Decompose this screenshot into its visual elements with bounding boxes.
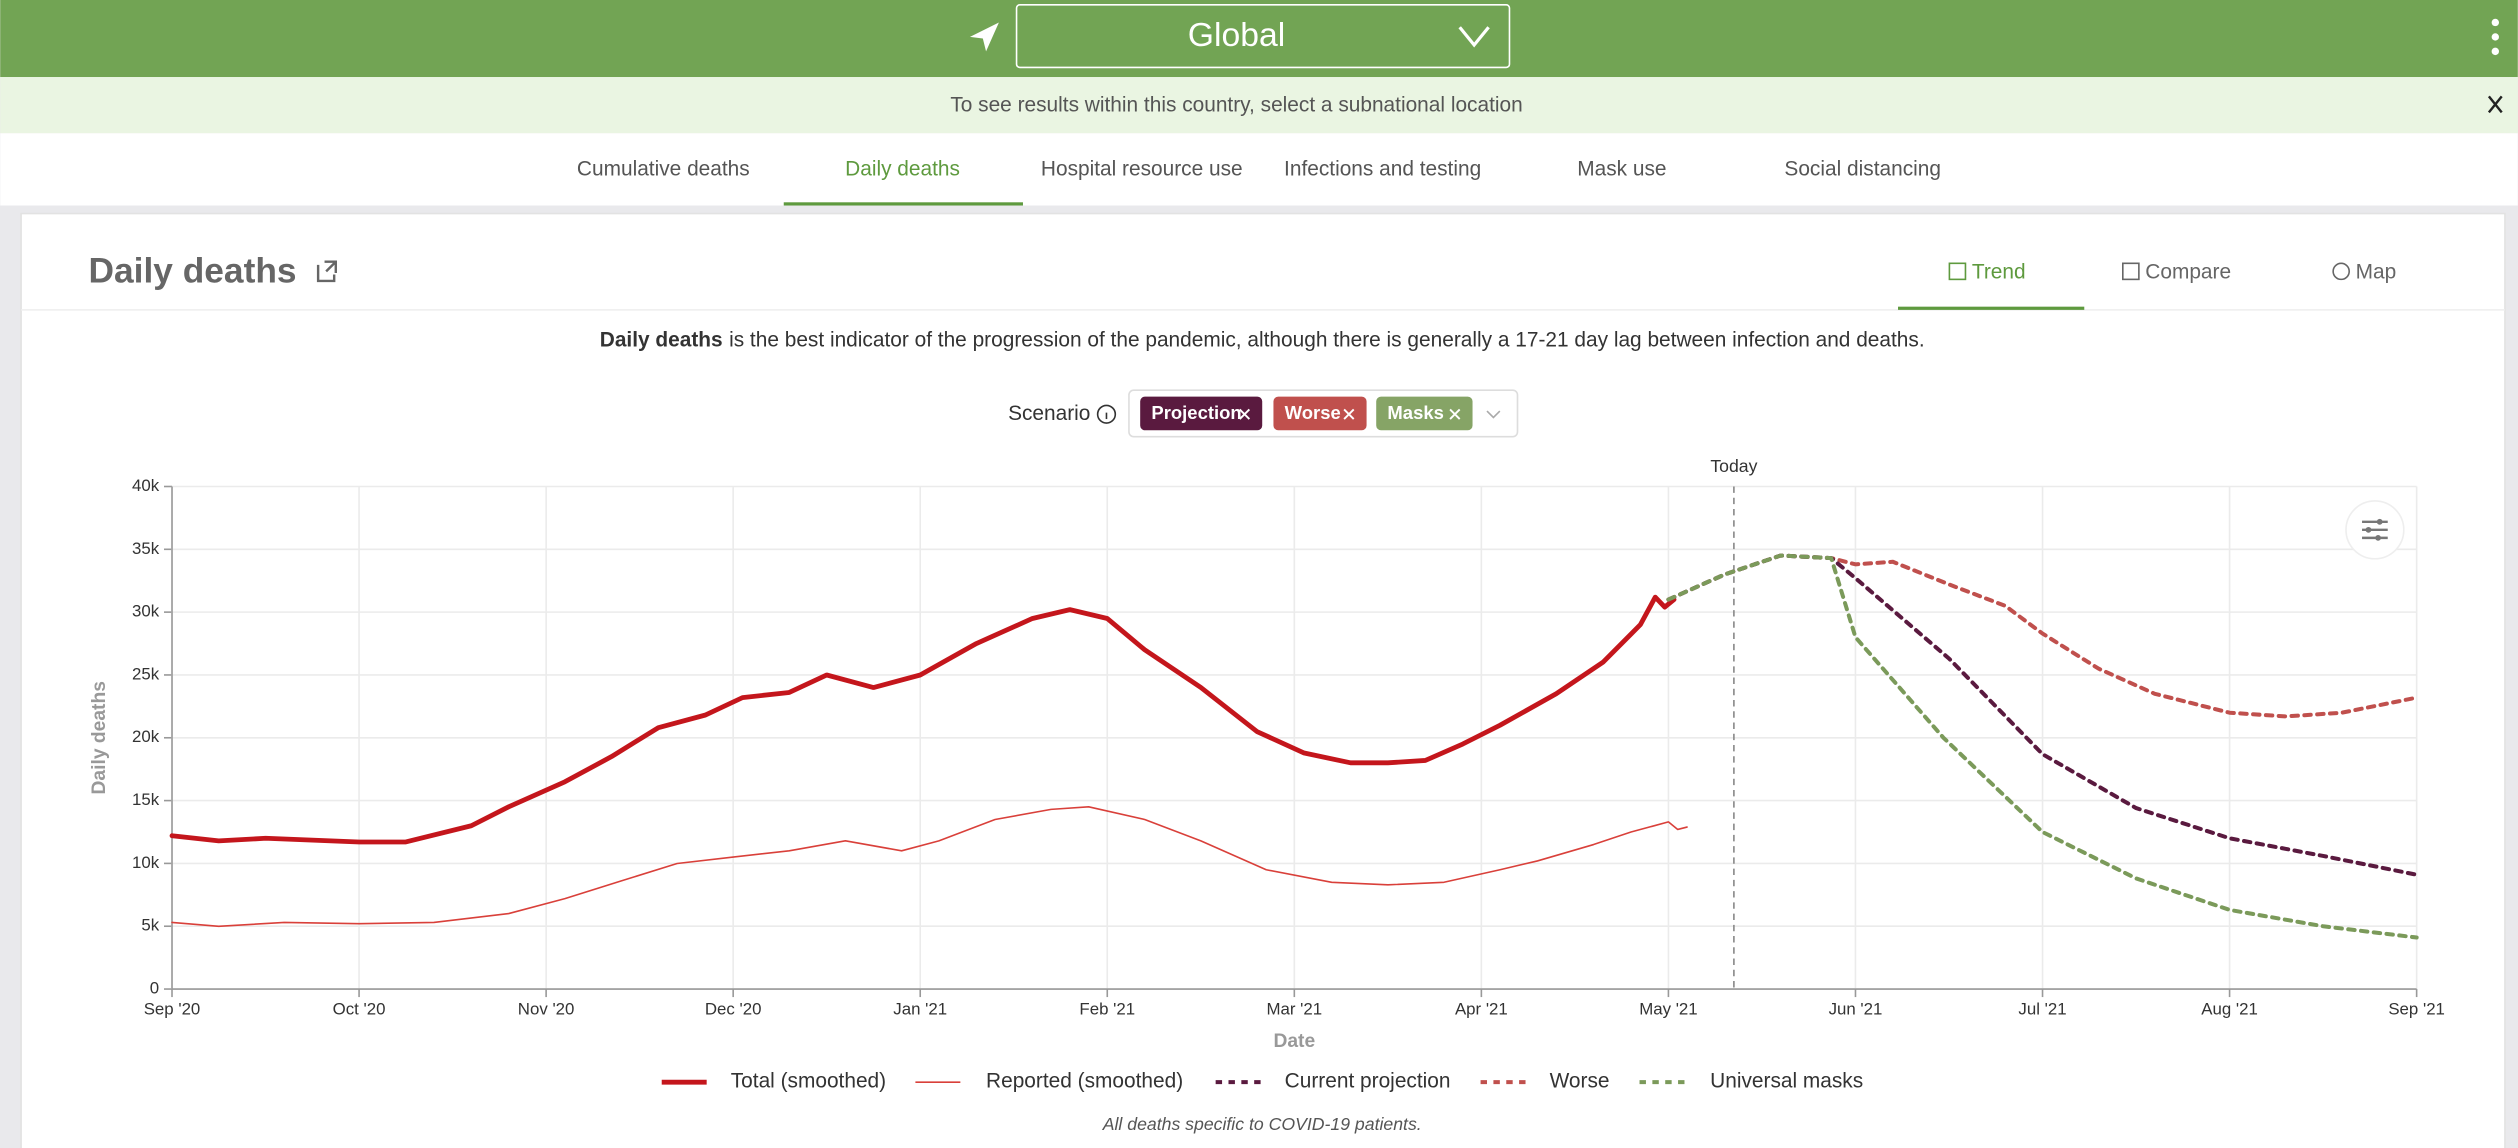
info-icon [1096,404,1117,424]
x-axis-title: Date [1273,1031,1315,1052]
chevron-icon [1458,26,1490,48]
series-line [171,806,1688,928]
y-axis-title: Daily deaths [89,681,110,794]
tab[interactable]: Hospital resource use [1041,158,1243,181]
x-tick-label: Mar '21 [1267,999,1323,1018]
chart-settings-button[interactable] [2345,500,2405,560]
y-tick-label: 15k [132,790,160,809]
location-value: Global [1188,16,1285,54]
x-tick-label: Sep '21 [2388,999,2445,1018]
view-icon [2122,262,2140,281]
x-tick-label: Apr '21 [1455,999,1508,1018]
legend-label[interactable]: Total (smoothed) [731,1070,886,1093]
tab-bar [0,133,2518,206]
series-line [169,594,1677,845]
top-bar [0,0,2518,78]
description-bold: Daily deaths [600,328,723,351]
y-tick-label: 30k [132,602,160,621]
scenario-chip[interactable] [1273,396,1367,431]
legend-label[interactable]: Reported (smoothed) [986,1070,1183,1093]
view-tab[interactable]: Compare [2145,260,2231,283]
y-tick-label: 10k [132,853,160,872]
tab-underline [783,202,1023,206]
tab[interactable]: Daily deaths [845,158,960,181]
scenario-chip[interactable] [1376,396,1473,431]
chip-remove[interactable] [1449,408,1461,420]
view-tab[interactable]: Trend [1972,260,2026,283]
y-tick-label: 20k [132,727,160,746]
y-tick-label: 5k [141,916,159,935]
view-underline [1898,306,2085,310]
legend-label[interactable]: Current projection [1285,1070,1451,1093]
y-tick-label: 0 [150,978,159,997]
x-tick-label: Feb '21 [1079,999,1135,1018]
description-text: is the best indicator of the progression… [729,328,1925,351]
y-tick-label: 40k [132,476,160,495]
view-tab[interactable]: Map [2356,260,2397,283]
description: Daily deaths is the best indicator of the… [600,328,1925,351]
chip-remove[interactable] [1239,408,1251,420]
menu-icon[interactable] [2491,18,2500,56]
close-icon[interactable] [2487,95,2503,114]
banner-text: To see results within this country, sele… [950,93,1522,116]
tab[interactable]: Mask use [1577,158,1666,181]
x-tick-label: Jul '21 [2018,999,2066,1018]
x-tick-label: Oct '20 [333,999,386,1018]
legend-label[interactable]: Worse [1550,1070,1610,1093]
location-select[interactable] [1015,4,1511,69]
series-line [1666,553,2419,940]
tab[interactable]: Social distancing [1784,158,1941,181]
series-line [1666,553,2419,719]
tab[interactable]: Cumulative deaths [577,158,750,181]
tab[interactable]: Infections and testing [1284,158,1481,181]
scenario-chip-label: Masks [1387,402,1443,423]
scenario-label: Scenario [1008,402,1090,425]
view-icon [2332,262,2351,281]
x-tick-label: Jan '21 [893,999,947,1018]
chip-remove[interactable] [1343,408,1355,420]
panel-title: Daily deaths [89,251,297,290]
x-tick-label: May '21 [1639,999,1697,1018]
today-label: Today [1710,456,1757,476]
scenario-chip-label: Worse [1285,402,1341,423]
panel [20,212,2506,1148]
x-tick-label: Sep '20 [144,999,201,1018]
footnote: All deaths specific to COVID-19 patients… [1102,1114,1422,1134]
scenario-chip[interactable] [1140,396,1263,431]
x-tick-label: Aug '21 [2201,999,2258,1018]
locate-icon[interactable] [969,22,999,52]
x-tick-label: Nov '20 [518,999,575,1018]
external-link-icon[interactable] [316,260,337,283]
select-chevron [1486,410,1501,419]
x-tick-label: Jun '21 [1829,999,1883,1018]
y-tick-label: 25k [132,664,160,683]
x-tick-label: Dec '20 [705,999,762,1018]
legend-label[interactable]: Universal masks [1710,1070,1863,1093]
view-icon [1948,262,1967,281]
banner [0,77,2518,134]
y-tick-label: 35k [132,539,160,558]
scenario-chip-label: Projection [1151,402,1241,423]
